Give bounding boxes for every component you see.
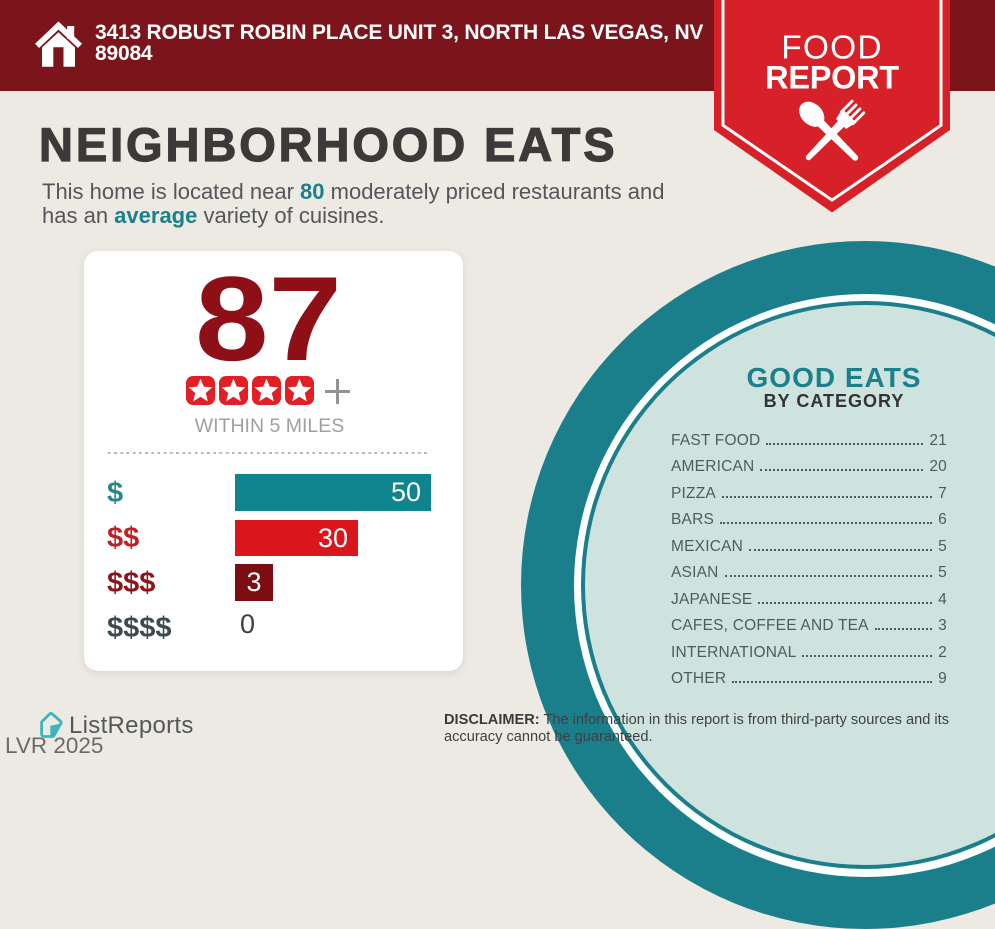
svg-text:FOOD: FOOD — [781, 30, 883, 67]
svg-text:REPORT: REPORT — [765, 60, 899, 96]
